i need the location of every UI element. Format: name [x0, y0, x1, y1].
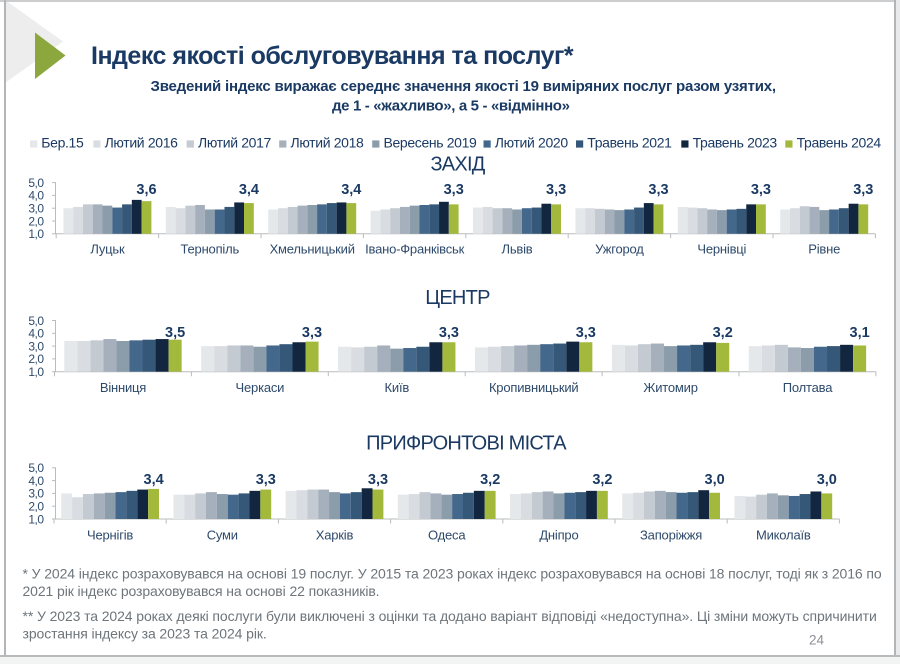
- svg-text:3,6: 3,6: [136, 182, 156, 198]
- svg-text:3,3: 3,3: [546, 182, 566, 198]
- svg-text:Лютий 2020: Лютий 2020: [495, 135, 569, 151]
- svg-text:3,3: 3,3: [751, 182, 771, 198]
- svg-text:1,0: 1,0: [28, 227, 44, 241]
- svg-text:3,3: 3,3: [256, 472, 276, 488]
- svg-text:2,0: 2,0: [28, 214, 44, 228]
- svg-text:3,3: 3,3: [368, 472, 388, 488]
- svg-text:Київ: Київ: [385, 380, 410, 395]
- svg-text:3,3: 3,3: [853, 182, 873, 198]
- svg-text:Чернігів: Чернігів: [87, 527, 133, 542]
- svg-text:Харків: Харків: [316, 527, 354, 542]
- svg-text:4,0: 4,0: [28, 189, 44, 203]
- svg-text:4,0: 4,0: [28, 474, 44, 488]
- svg-text:Дніпро: Дніпро: [539, 527, 578, 542]
- svg-text:3,3: 3,3: [444, 182, 464, 198]
- svg-text:3,0: 3,0: [705, 472, 725, 488]
- svg-text:Миколаїв: Миколаїв: [756, 527, 811, 542]
- svg-text:Лютий 2018: Лютий 2018: [291, 135, 365, 151]
- svg-text:Вінниця: Вінниця: [100, 380, 146, 395]
- svg-text:3,3: 3,3: [576, 325, 596, 341]
- svg-text:Бер.15: Бер.15: [41, 135, 84, 151]
- svg-text:Рівне: Рівне: [808, 242, 840, 257]
- svg-text:3,3: 3,3: [648, 182, 668, 198]
- svg-text:Чернівці: Чернівці: [697, 242, 746, 257]
- svg-text:3,2: 3,2: [592, 472, 612, 488]
- svg-text:* У 2024 індекс розраховувався: * У 2024 індекс розраховувався на основі…: [23, 565, 882, 581]
- svg-text:3,5: 3,5: [165, 325, 185, 341]
- svg-text:** У 2023 та 2024 роках деякі: ** У 2023 та 2024 роках деякі послуги бу…: [23, 608, 877, 624]
- svg-text:зростання індексу за 2023 та 2: зростання індексу за 2023 та 2024 рік.: [23, 625, 267, 641]
- svg-text:3,3: 3,3: [302, 325, 322, 341]
- svg-text:3,4: 3,4: [341, 182, 361, 198]
- svg-text:2,0: 2,0: [28, 352, 44, 366]
- svg-text:Черкаси: Черкаси: [236, 380, 285, 395]
- svg-text:5,0: 5,0: [28, 314, 44, 328]
- svg-text:3,0: 3,0: [817, 472, 837, 488]
- svg-text:3,2: 3,2: [480, 472, 500, 488]
- svg-text:Лютий 2016: Лютий 2016: [105, 135, 179, 151]
- svg-text:ЦЕНТР: ЦЕНТР: [425, 287, 490, 309]
- svg-text:5,0: 5,0: [28, 461, 44, 475]
- svg-text:Травень 2021: Травень 2021: [587, 135, 672, 151]
- svg-text:2,0: 2,0: [28, 500, 44, 514]
- svg-text:Житомир: Житомир: [643, 380, 697, 395]
- svg-text:Лютий 2017: Лютий 2017: [198, 135, 272, 151]
- svg-text:1,0: 1,0: [28, 512, 44, 526]
- svg-text:Запоріжжя: Запоріжжя: [640, 527, 702, 542]
- svg-text:3,4: 3,4: [144, 472, 164, 488]
- svg-text:Суми: Суми: [207, 527, 238, 542]
- svg-text:3,0: 3,0: [28, 202, 44, 216]
- svg-text:3,1: 3,1: [850, 325, 870, 341]
- svg-text:де 1 - «жахливо», а 5 - «відмі: де 1 - «жахливо», а 5 - «відмінно»: [332, 97, 570, 114]
- svg-text:ПРИФРОНТОВІ МІСТА: ПРИФРОНТОВІ МІСТА: [366, 432, 567, 454]
- svg-text:Вересень 2019: Вересень 2019: [384, 135, 478, 151]
- svg-text:Ужгород: Ужгород: [595, 242, 644, 257]
- svg-text:Кропивницький: Кропивницький: [489, 380, 579, 395]
- svg-text:Полтава: Полтава: [783, 380, 833, 395]
- svg-text:Львів: Львів: [501, 242, 532, 257]
- svg-text:Індекс якості обслуговування т: Індекс якості обслуговування та послуг*: [91, 42, 574, 70]
- svg-text:Луцьк: Луцьк: [90, 242, 125, 257]
- svg-text:Одеса: Одеса: [428, 527, 466, 542]
- svg-text:Івано-Франківськ: Івано-Франківськ: [365, 242, 464, 257]
- svg-text:5,0: 5,0: [28, 176, 44, 190]
- svg-text:Тернопіль: Тернопіль: [181, 242, 240, 257]
- svg-text:Зведений індекс виражає середн: Зведений індекс виражає середнє значення…: [151, 78, 776, 95]
- svg-text:ЗАХІД: ЗАХІД: [430, 154, 485, 176]
- svg-text:Хмельницький: Хмельницький: [270, 242, 355, 257]
- svg-text:3,0: 3,0: [28, 339, 44, 353]
- svg-text:Травень 2024: Травень 2024: [797, 135, 882, 151]
- svg-text:3,4: 3,4: [239, 182, 259, 198]
- svg-text:1,0: 1,0: [28, 365, 44, 379]
- svg-text:2021 рік індекс розраховувався: 2021 рік індекс розраховувався на основі…: [23, 583, 380, 599]
- svg-text:24: 24: [809, 633, 825, 648]
- svg-text:Травень 2023: Травень 2023: [693, 135, 778, 151]
- svg-text:3,3: 3,3: [439, 325, 459, 341]
- svg-text:3,0: 3,0: [28, 487, 44, 501]
- svg-text:3,2: 3,2: [713, 325, 733, 341]
- svg-text:4,0: 4,0: [28, 327, 44, 341]
